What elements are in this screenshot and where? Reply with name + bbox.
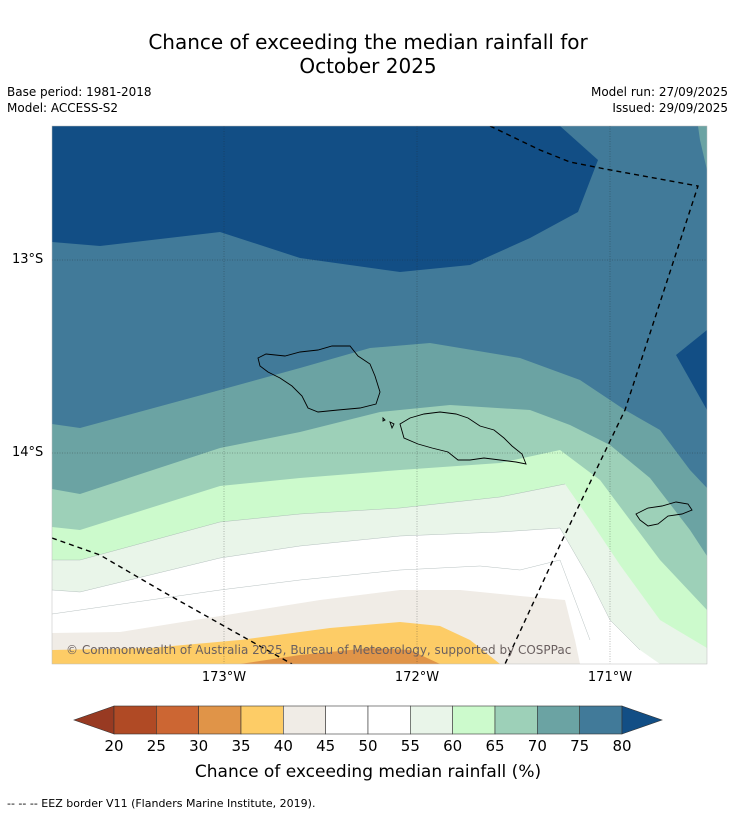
- colorbar-segment: [410, 705, 453, 735]
- colorbar-tick-label: 65: [485, 737, 505, 755]
- lon-label-171w: 171°W: [587, 670, 633, 685]
- colorbar-tick-label: 20: [104, 737, 124, 755]
- contour-lines: [52, 483, 641, 651]
- colorbar-tick-label: 25: [146, 737, 166, 755]
- issued-date: Issued: 29/09/2025: [612, 101, 728, 115]
- eez-legend-note: -- -- -- EEZ border V11 (Flanders Marine…: [7, 797, 316, 810]
- lat-label-14s: 14°S: [12, 445, 44, 460]
- colorbar-tick-label: 45: [316, 737, 336, 755]
- colorbar: [73, 705, 663, 735]
- island-upolu: [399, 411, 527, 465]
- islands: [257, 345, 693, 527]
- colorbar-label: Chance of exceeding median rainfall (%): [194, 762, 542, 782]
- colorbar-tick-label: 30: [189, 737, 209, 755]
- copyright-notice: © Commonwealth of Australia 2025, Bureau…: [66, 643, 571, 657]
- band-70-75-corner: [698, 126, 707, 170]
- colorbar-tick-label: 40: [273, 737, 293, 755]
- colorbar-segment: [537, 705, 580, 735]
- model-run: Model run: 27/09/2025: [590, 85, 728, 99]
- model-name: Model: ACCESS-S2: [7, 101, 119, 115]
- island-apolima: [382, 416, 386, 422]
- band-over-80-east: [676, 330, 707, 410]
- gridlines: [52, 126, 707, 664]
- lat-label-13s: 13°S: [12, 252, 44, 267]
- colorbar-segment: [494, 705, 538, 735]
- colorbar-tick-label: 55: [400, 737, 420, 755]
- colorbar-segment: [156, 705, 199, 735]
- colorbar-tick-label: 35: [231, 737, 251, 755]
- colorbar-under-arrow: [73, 705, 115, 735]
- colorbar-tick-label: 80: [612, 737, 632, 755]
- colorbar-segment: [452, 705, 496, 735]
- band-30-35: [240, 648, 440, 664]
- colorbar-segment: [198, 705, 242, 735]
- island-savaii: [257, 345, 381, 413]
- colorbar-over-arrow: [621, 705, 663, 735]
- colorbar-segment: [579, 705, 623, 735]
- colorbar-segment: [113, 705, 157, 735]
- colorbar-segment: [240, 705, 284, 735]
- map-panel: © Commonwealth of Australia 2025, Bureau…: [52, 126, 707, 664]
- colorbar-tick-label: 50: [358, 737, 378, 755]
- island-tutuila: [635, 501, 693, 527]
- colorbar-segment: [283, 705, 326, 735]
- colorbar-tick-label: 70: [527, 737, 547, 755]
- title-line-2: October 2025: [299, 54, 437, 78]
- chart-title: Chance of exceeding the median rainfall …: [0, 30, 736, 78]
- colorbar-segment: [325, 705, 369, 735]
- lon-label-173w: 173°W: [201, 670, 247, 685]
- meta-left: Base period: 1981-2018 Model: ACCESS-S2: [7, 84, 152, 116]
- title-line-1: Chance of exceeding the median rainfall …: [148, 30, 588, 54]
- colorbar-segment: [367, 705, 411, 735]
- island-manono: [389, 421, 395, 430]
- eez-border: [52, 126, 699, 664]
- meta-right: Model run: 27/09/2025 Issued: 29/09/2025: [591, 84, 728, 116]
- base-period: Base period: 1981-2018: [7, 85, 152, 99]
- map-frame: [51, 125, 708, 665]
- colorbar-tick-label: 60: [443, 737, 463, 755]
- lon-label-172w: 172°W: [394, 670, 440, 685]
- colorbar-tick-label: 75: [570, 737, 590, 755]
